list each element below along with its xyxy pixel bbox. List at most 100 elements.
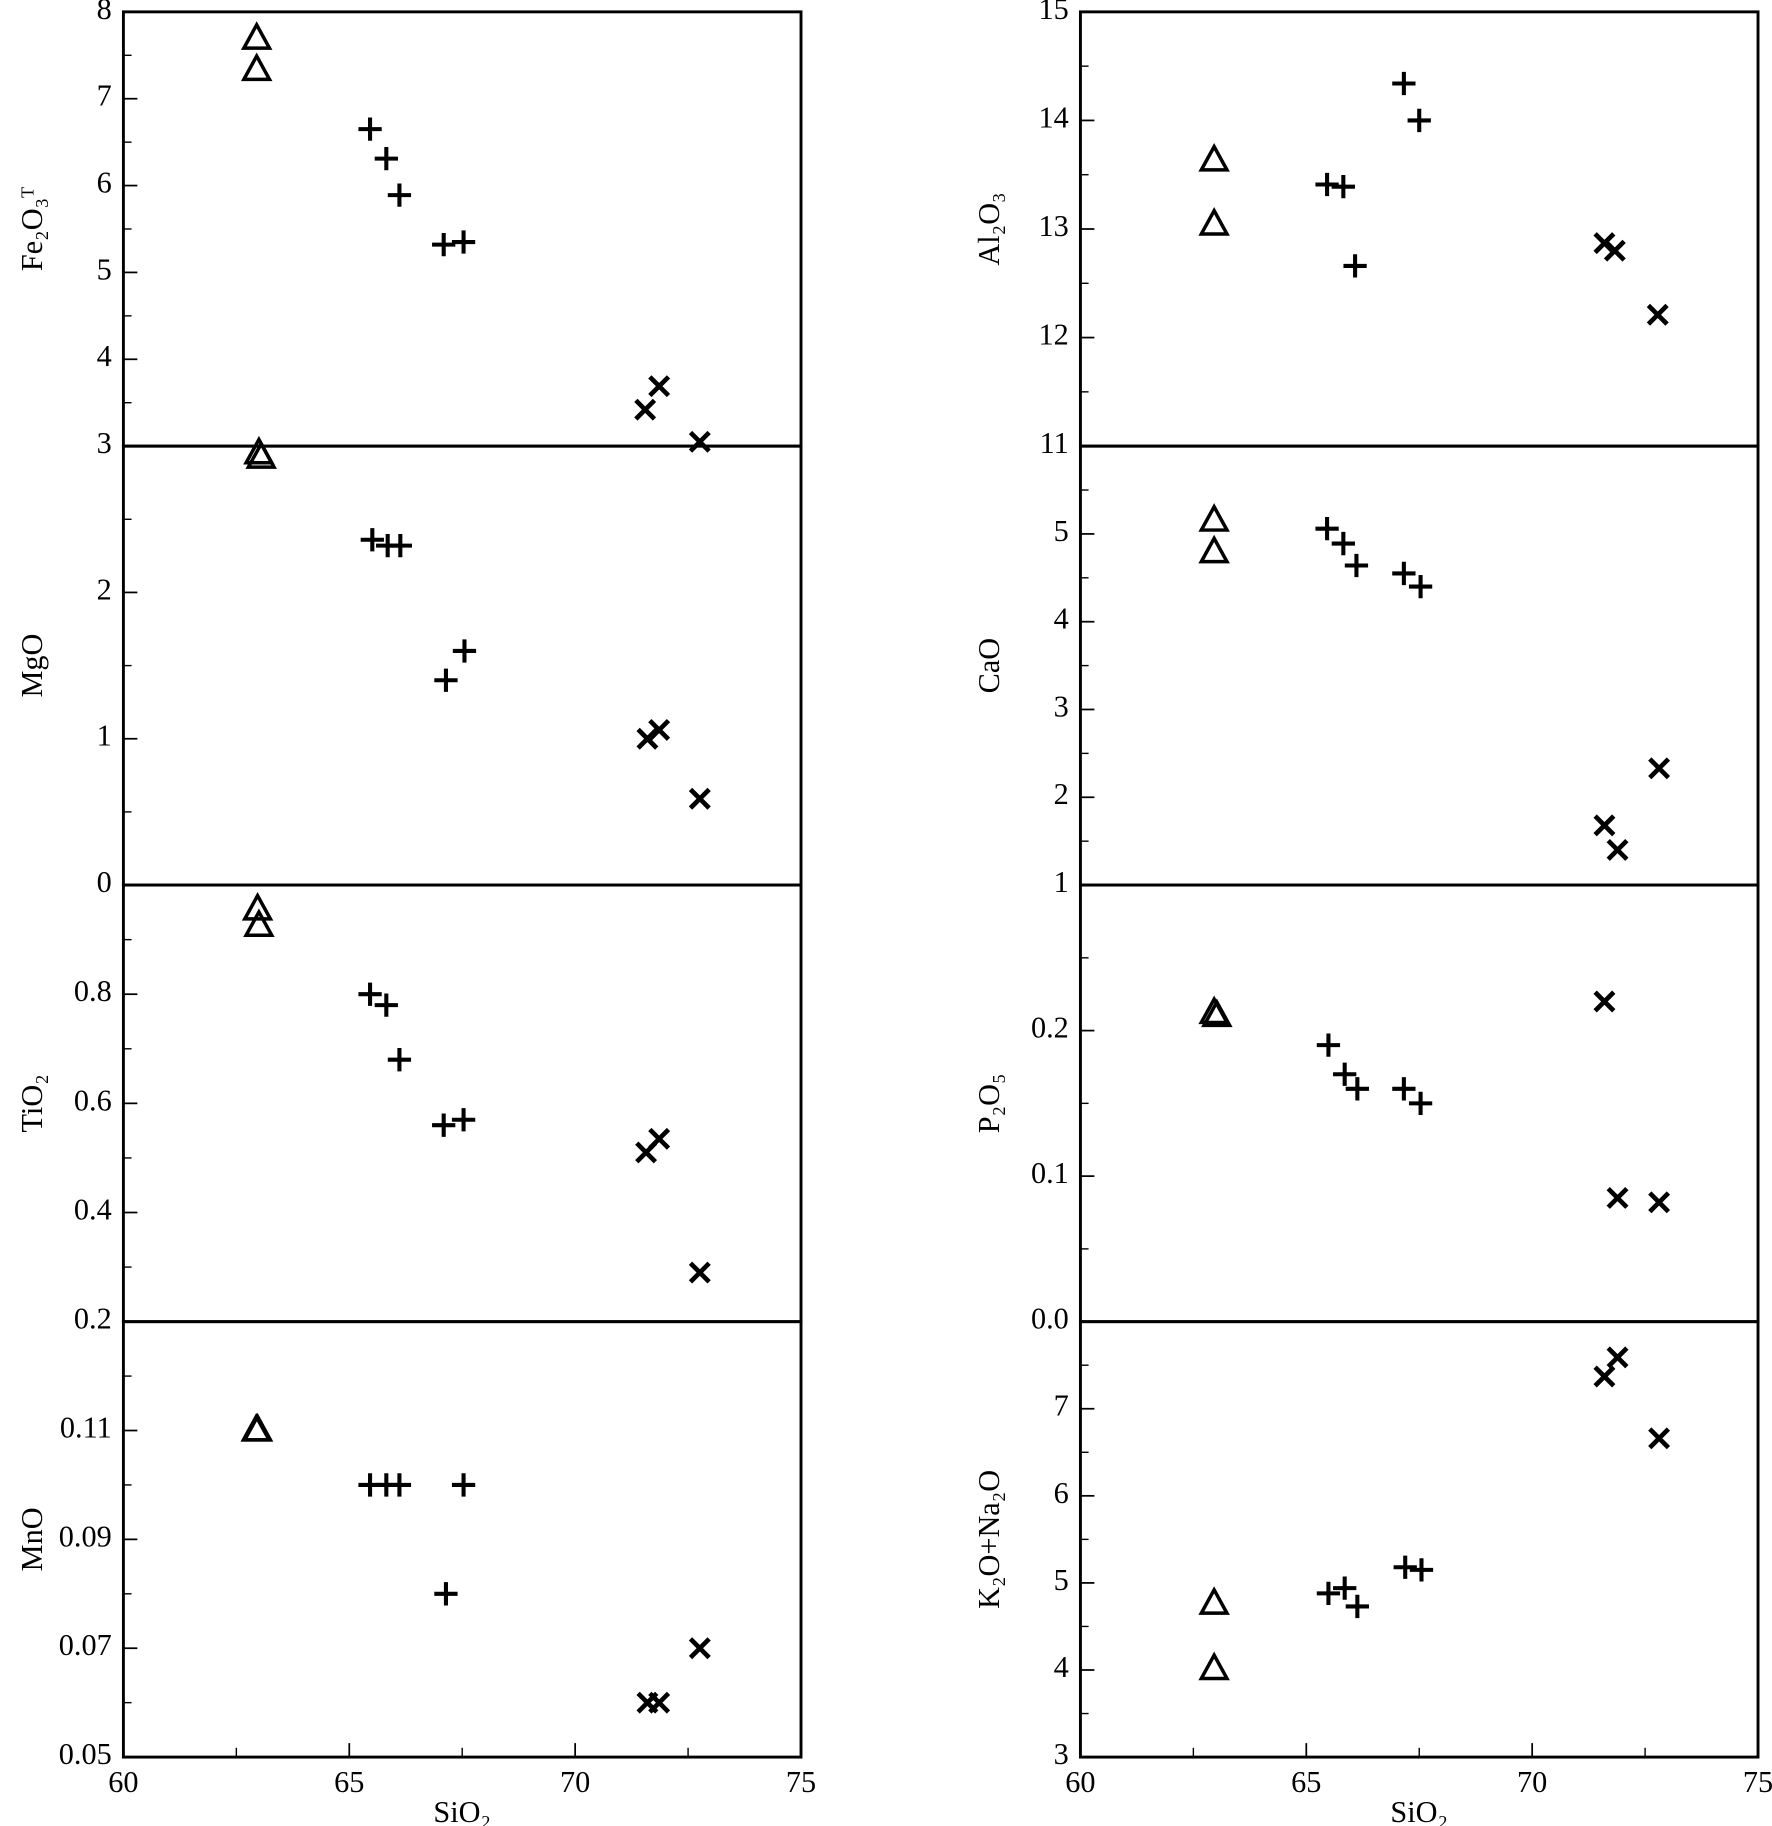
y-tick-label: 0.1	[1031, 1156, 1069, 1190]
y-tick-label: 3	[1054, 689, 1069, 723]
plot-frame	[1078, 1320, 1760, 1759]
plus-point	[1331, 175, 1355, 199]
triangle-point	[240, 52, 273, 82]
y-tick-label: 2	[97, 572, 112, 606]
plus-point	[358, 982, 382, 1006]
triangle-point	[1198, 1586, 1230, 1615]
plus-point	[1392, 71, 1416, 96]
y-tick-label: 5	[1054, 514, 1069, 548]
plus-point	[1315, 517, 1339, 541]
cross-point	[1593, 814, 1616, 837]
plus-point	[1392, 1077, 1416, 1101]
y-axis-label: MgO	[15, 634, 49, 698]
y-tick-label: 2	[1054, 777, 1069, 811]
cross-point	[648, 1127, 671, 1150]
y-tick-label: 0.07	[59, 1628, 112, 1662]
y-axis-label: Al₂O₃	[972, 192, 1006, 265]
cross-point	[1648, 1427, 1671, 1450]
y-tick-label: 15	[1039, 0, 1069, 26]
y-tick-label: 7	[1054, 1389, 1069, 1423]
plot-frame	[121, 10, 803, 448]
x-tick-label: 70	[1517, 1765, 1547, 1799]
y-axis-label: P₂O₅	[972, 1073, 1006, 1133]
y-tick-label: 1	[97, 719, 112, 753]
cross-point	[1606, 1346, 1629, 1369]
triangle-point	[241, 892, 274, 921]
triangle-point	[245, 440, 277, 469]
plus-point	[1316, 1581, 1341, 1606]
y-tick-label: 0.2	[74, 1302, 112, 1336]
y-tick-label: 4	[1054, 1650, 1069, 1684]
plus-point	[451, 1108, 476, 1132]
plus-point	[374, 147, 398, 171]
plus-point	[1392, 561, 1416, 586]
x-tick-label: 65	[1291, 1765, 1321, 1799]
y-tick-label: 0.2	[1031, 1011, 1069, 1045]
y-tick-label: 5	[1054, 1563, 1069, 1597]
cross-point	[648, 719, 671, 741]
plus-point	[374, 993, 398, 1017]
y-tick-label: 4	[1054, 602, 1069, 636]
plus-point	[451, 230, 476, 254]
plus-point	[1407, 108, 1431, 133]
cross-point	[648, 1691, 671, 1714]
plus-point	[1345, 1077, 1369, 1101]
plus-point	[1408, 1091, 1433, 1115]
triangle-point	[241, 1412, 274, 1442]
y-tick-label: 7	[97, 79, 112, 113]
plus-point	[1315, 172, 1339, 197]
x-tick-label: 60	[1065, 1765, 1095, 1799]
y-tick-label: 3	[97, 426, 112, 460]
triangle-point	[1198, 534, 1230, 564]
y-axis-label: TiO₂	[15, 1074, 49, 1132]
x-tick-label: 60	[108, 1765, 138, 1799]
plus-point	[432, 1113, 456, 1137]
y-tick-label: 8	[97, 0, 112, 26]
plus-point	[434, 1582, 458, 1606]
y-tick-label: 6	[97, 166, 112, 200]
x-tick-label: 70	[560, 1765, 590, 1799]
plus-point	[387, 1473, 412, 1497]
plus-point	[387, 1048, 412, 1072]
cross-point	[688, 430, 711, 453]
x-axis-label: SiO₂	[433, 1795, 491, 1826]
cross-point	[688, 787, 711, 810]
y-tick-label: 0	[97, 865, 112, 899]
x-tick-label: 75	[1743, 1765, 1772, 1799]
plus-point	[1409, 1558, 1434, 1582]
y-tick-label: 11	[1040, 426, 1069, 460]
plus-point	[1316, 1033, 1341, 1057]
plus-point	[358, 117, 382, 141]
x-tick-label: 75	[786, 1765, 816, 1799]
y-axis-label: K₂O+Na₂O	[972, 1470, 1006, 1609]
cross-point	[1593, 990, 1616, 1013]
plot-frame	[121, 444, 803, 887]
cross-point	[1606, 1186, 1629, 1209]
cross-point	[688, 1637, 711, 1660]
y-axis-label: MnO	[15, 1507, 49, 1571]
plus-point	[1345, 1594, 1369, 1619]
plus-point	[432, 232, 456, 257]
cross-point	[1648, 757, 1671, 780]
cross-point	[1648, 1191, 1671, 1214]
y-axis-label: Fe₂O₃ᵀ	[15, 187, 49, 271]
plus-point	[1393, 1555, 1417, 1579]
plus-point	[1333, 1062, 1357, 1086]
y-tick-label: 1	[1054, 865, 1069, 899]
plus-point	[1331, 531, 1355, 556]
y-tick-label: 0.05	[59, 1737, 112, 1771]
y-tick-label: 6	[1054, 1476, 1069, 1510]
y-tick-label: 12	[1039, 318, 1069, 352]
plus-point	[452, 639, 477, 663]
plus-point	[388, 533, 412, 558]
triangle-point	[1201, 998, 1233, 1028]
plus-point	[1333, 1576, 1357, 1600]
plus-point	[451, 1473, 476, 1497]
plus-point	[360, 528, 384, 552]
plus-point	[387, 183, 412, 207]
cross-point	[1603, 239, 1626, 262]
y-tick-label: 0.0	[1031, 1302, 1069, 1336]
y-tick-label: 0.4	[74, 1192, 112, 1226]
plot-frame	[1078, 444, 1760, 887]
